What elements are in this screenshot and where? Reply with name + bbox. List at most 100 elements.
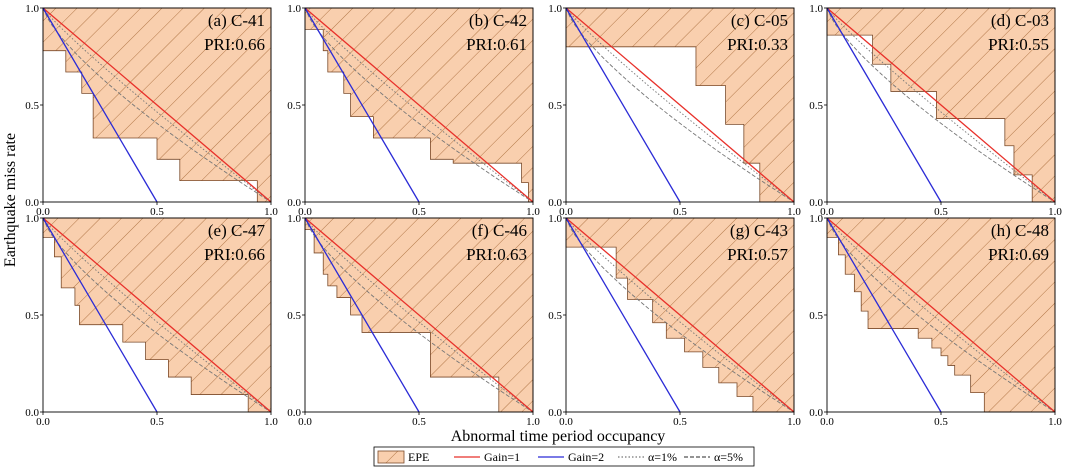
x-tick-label: 0.0 [820, 416, 834, 428]
legend-label: Gain=2 [568, 450, 604, 464]
pri-label: PRI:0.55 [988, 35, 1049, 54]
x-tick-label: 0.5 [673, 416, 687, 428]
x-tick-label: 0.5 [412, 206, 426, 218]
panel-1: 0.0 0.5 1.0 0.0 0.5 1.0 (b) C-42 PRI:0.61 [287, 3, 540, 218]
alpha-1-curve [565, 217, 795, 413]
y-tick-label: 1.0 [287, 213, 301, 225]
y-tick-label: 1.0 [548, 213, 562, 225]
alpha-5-curve [565, 217, 795, 413]
gain-1-line [304, 7, 534, 203]
y-tick-label: 0.0 [25, 197, 39, 209]
y-tick-label: 0.5 [25, 310, 39, 322]
y-tick-label: 1.0 [809, 3, 823, 15]
alpha-1-curve [42, 7, 272, 203]
pri-label: PRI:0.69 [988, 245, 1049, 264]
panel-title: (b) C-42 [469, 11, 527, 30]
panel-6: 0.0 0.5 1.0 0.0 0.5 1.0 (g) C-43 PRI:0.57 [548, 213, 801, 428]
alpha-5-curve [304, 217, 534, 413]
y-axis-label: Earthquake miss rate [2, 133, 19, 267]
alpha-5-curve [304, 7, 534, 203]
legend-item-a1: α=1% [618, 450, 677, 464]
y-tick-label: 0.5 [548, 310, 562, 322]
y-tick-label: 1.0 [25, 213, 39, 225]
y-tick-label: 0.5 [809, 100, 823, 112]
y-tick-label: 0.5 [287, 310, 301, 322]
x-tick-label: 0.0 [820, 206, 834, 218]
gain-1-line [42, 7, 272, 203]
panel-7: 0.0 0.5 1.0 0.0 0.5 1.0 (h) C-48 PRI:0.69 [809, 213, 1062, 428]
legend-item-a5: α=5% [684, 450, 743, 464]
panel-title: (e) C-47 [208, 221, 266, 240]
legend: EPE Gain=1 Gain=2 α=1% α=5% [373, 446, 755, 467]
panel-title: (c) C-05 [731, 11, 788, 30]
x-tick-label: 1.0 [787, 416, 801, 428]
legend-label: α=5% [714, 450, 743, 464]
x-tick-label: 0.0 [559, 206, 573, 218]
gain-2-line [565, 7, 681, 203]
panel-title: (a) C-41 [208, 11, 265, 30]
gain-2-line [565, 217, 681, 413]
x-tick-label: 0.5 [150, 206, 164, 218]
pri-label: PRI:0.33 [727, 35, 788, 54]
gain-2-line [42, 217, 158, 413]
panel-0: 0.0 0.5 1.0 0.0 0.5 1.0 (a) C-41 PRI:0.66 [25, 3, 278, 218]
panel-title: (g) C-43 [730, 221, 788, 240]
alpha-1-curve [304, 7, 534, 203]
panel-5: 0.0 0.5 1.0 0.0 0.5 1.0 (f) C-46 PRI:0.63 [287, 213, 540, 428]
pri-label: PRI:0.61 [466, 35, 527, 54]
legend-item-epe: EPE [377, 450, 429, 464]
gain-1-line [42, 217, 272, 413]
x-axis-label: Abnormal time period occupancy [451, 428, 666, 445]
x-tick-label: 1.0 [526, 206, 540, 218]
x-tick-label: 1.0 [264, 206, 278, 218]
x-tick-label: 1.0 [264, 416, 278, 428]
alpha-1-curve [565, 7, 795, 203]
y-tick-label: 0.5 [809, 310, 823, 322]
x-tick-label: 0.0 [559, 416, 573, 428]
pri-label: PRI:0.66 [204, 35, 265, 54]
legend-swatch [377, 450, 405, 464]
x-tick-label: 0.0 [298, 416, 312, 428]
legend-label: Gain=1 [484, 450, 520, 464]
y-tick-label: 0.0 [809, 197, 823, 209]
legend-label: α=1% [648, 450, 677, 464]
panel-4: 0.0 0.5 1.0 0.0 0.5 1.0 (e) C-47 PRI:0.66 [25, 213, 278, 428]
y-tick-label: 0.5 [287, 100, 301, 112]
x-tick-label: 0.0 [298, 206, 312, 218]
panel-title: (h) C-48 [991, 221, 1049, 240]
alpha-1-curve [826, 217, 1056, 413]
y-tick-label: 1.0 [25, 3, 39, 15]
pri-label: PRI:0.63 [466, 245, 527, 264]
alpha-1-curve [304, 217, 534, 413]
panel-2: 0.0 0.5 1.0 0.0 0.5 1.0 (c) C-05 PRI:0.33 [548, 3, 801, 218]
pri-label: PRI:0.57 [727, 245, 788, 264]
x-tick-label: 0.5 [412, 416, 426, 428]
y-tick-label: 0.0 [287, 197, 301, 209]
gain-1-line [826, 217, 1056, 413]
gain-2-line [304, 7, 420, 203]
alpha-5-curve [826, 217, 1056, 413]
y-tick-label: 1.0 [548, 3, 562, 15]
x-tick-label: 0.5 [934, 206, 948, 218]
alpha-1-curve [42, 217, 272, 413]
panel-3: 0.0 0.5 1.0 0.0 0.5 1.0 (d) C-03 PRI:0.55 [809, 3, 1062, 218]
alpha-1-curve [826, 7, 1056, 203]
x-tick-label: 0.0 [36, 416, 50, 428]
pri-label: PRI:0.66 [204, 245, 265, 264]
legend-item-gain1: Gain=1 [454, 450, 520, 464]
y-tick-label: 0.0 [548, 407, 562, 419]
y-tick-label: 0.5 [548, 100, 562, 112]
alpha-5-curve [826, 7, 1056, 203]
gain-2-line [42, 7, 158, 203]
x-tick-label: 1.0 [1048, 206, 1062, 218]
gain-1-line [565, 7, 795, 203]
gain-2-line [826, 217, 942, 413]
x-tick-label: 1.0 [1048, 416, 1062, 428]
y-tick-label: 1.0 [809, 213, 823, 225]
x-tick-label: 1.0 [787, 206, 801, 218]
gain-2-line [826, 7, 942, 203]
alpha-5-curve [565, 7, 795, 203]
legend-label: EPE [408, 450, 429, 464]
